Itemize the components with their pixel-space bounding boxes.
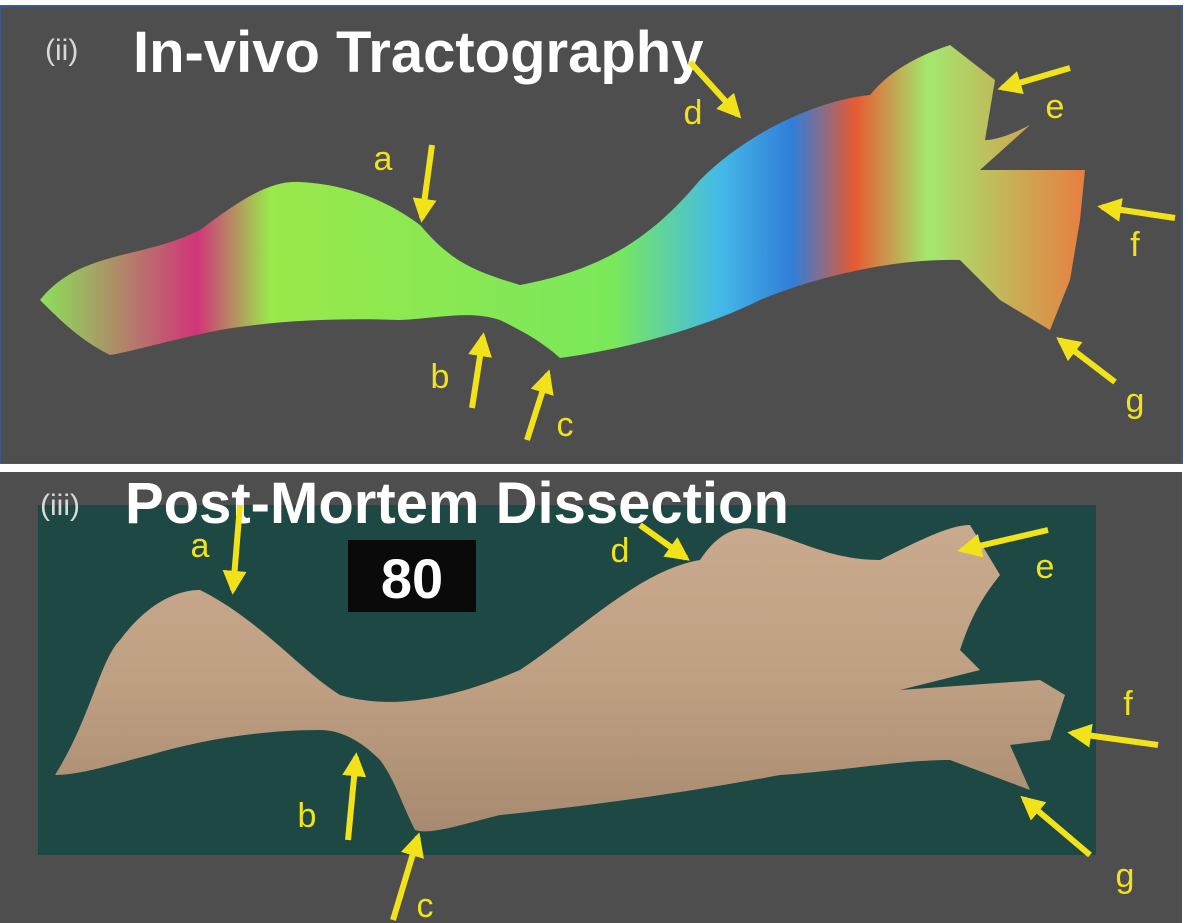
annotation-label: b [431, 358, 450, 396]
annotation-label: c [557, 406, 574, 444]
annotation-label: e [1036, 548, 1055, 586]
annotation-label: g [1126, 382, 1145, 420]
annotation-label: d [611, 532, 630, 570]
annotation-label: c [417, 887, 434, 923]
annotation-label: d [684, 94, 703, 132]
annotation-label: a [374, 140, 393, 178]
panel-label: (iii) [40, 489, 80, 522]
annotation-label: f [1123, 685, 1133, 723]
specimen-tag: 80 [381, 547, 443, 610]
annotation-label: a [191, 527, 210, 565]
page: {"panels": [ {"label": "(ii)", "title": … [0, 0, 1190, 923]
figure: (ii) In-vivo Tractography 80 (iii) Post-… [0, 0, 1190, 923]
annotation-label: g [1116, 857, 1135, 895]
panel-title: In-vivo Tractography [133, 20, 703, 85]
annotation-label: b [298, 797, 317, 835]
panel-label: (ii) [45, 34, 78, 67]
annotation-label: f [1130, 226, 1140, 264]
panel-title: Post-Mortem Dissection [125, 471, 789, 536]
annotation-label: e [1046, 88, 1065, 126]
